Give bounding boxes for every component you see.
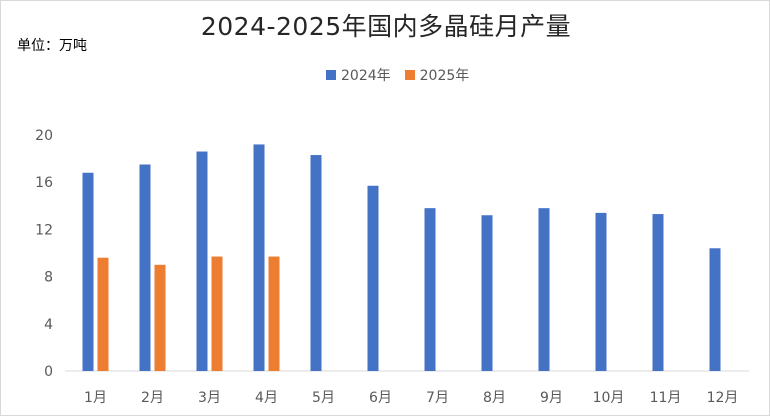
legend-swatch-2024 xyxy=(326,70,336,80)
chart-title: 2024-2025年国内多晶硅月产量 xyxy=(200,12,572,41)
bar-2025-1 xyxy=(97,257,109,371)
x-tick-label: 10月 xyxy=(593,390,625,406)
legend-swatch-2025 xyxy=(404,70,415,80)
x-tick-label: 1月 xyxy=(84,390,107,406)
legend-label-2025: 2025年 xyxy=(419,68,470,84)
legend-item-2024: 2024年 xyxy=(326,65,391,85)
bar-2024-1 xyxy=(82,172,94,371)
legend-item-2025: 2025年 xyxy=(404,65,470,85)
y-tick-label: 16 xyxy=(35,175,53,191)
bar-2024-9 xyxy=(538,208,550,371)
bar-2024-8 xyxy=(481,215,493,371)
unit-label: 单位：万吨 xyxy=(17,38,87,54)
bar-2024-6 xyxy=(367,185,379,371)
bar-2024-7 xyxy=(424,208,436,371)
x-tick-label: 9月 xyxy=(540,390,563,406)
bar-2025-2 xyxy=(154,264,166,371)
y-tick-label: 12 xyxy=(35,222,53,238)
x-tick-label: 3月 xyxy=(198,390,221,406)
x-tick-label: 6月 xyxy=(369,390,392,406)
x-tick-label: 4月 xyxy=(255,390,278,406)
bar-2025-4 xyxy=(268,256,280,371)
bar-2024-12 xyxy=(709,248,721,371)
bar-2024-10 xyxy=(595,212,607,371)
bar-2025-3 xyxy=(211,256,223,371)
bar-2024-3 xyxy=(196,151,208,371)
x-tick-label: 11月 xyxy=(650,390,682,406)
x-tick-label: 2月 xyxy=(141,390,164,406)
bar-2024-2 xyxy=(139,164,151,371)
x-tick-label: 7月 xyxy=(426,390,449,406)
legend: 2024年 2025年 xyxy=(326,65,483,85)
bar-2024-5 xyxy=(310,155,322,371)
legend-label-2024: 2024年 xyxy=(341,68,391,84)
x-tick-label: 5月 xyxy=(312,390,335,406)
y-tick-label: 4 xyxy=(44,317,53,333)
y-tick-label: 20 xyxy=(35,128,53,144)
y-tick-label: 0 xyxy=(44,364,53,380)
x-tick-label: 8月 xyxy=(483,390,506,406)
bar-2024-11 xyxy=(652,214,664,371)
x-tick-label: 12月 xyxy=(707,390,739,406)
bar-2024-4 xyxy=(253,144,265,371)
y-tick-label: 8 xyxy=(44,270,53,286)
